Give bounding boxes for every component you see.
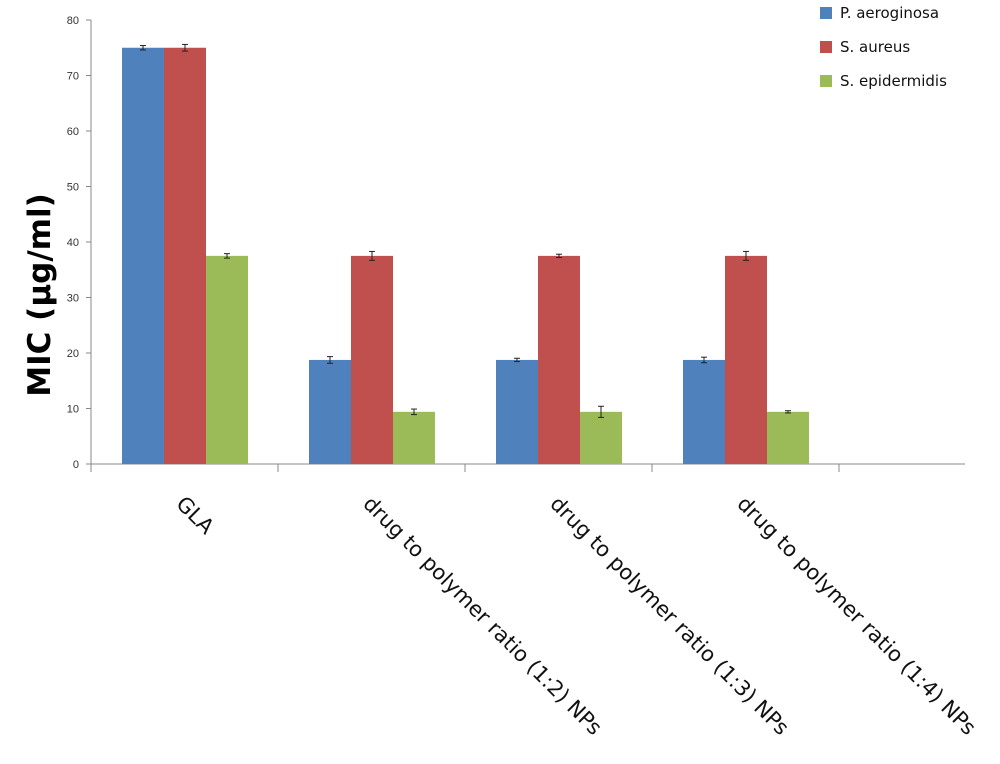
- legend-item: S. epidermidis: [820, 72, 947, 90]
- legend-label: P. aeroginosa: [840, 4, 939, 22]
- legend-label: S. epidermidis: [840, 72, 947, 90]
- y-tick-label: 40: [67, 237, 79, 249]
- bar: [496, 359, 538, 464]
- bar: [580, 411, 622, 464]
- bar: [393, 411, 435, 464]
- legend: P. aeroginosa S. aureus S. epidermidis: [820, 4, 947, 90]
- bar: [538, 255, 580, 464]
- legend-swatch: [820, 7, 832, 19]
- y-tick-label: 60: [67, 126, 79, 138]
- bar: [309, 359, 351, 464]
- legend-swatch: [820, 75, 832, 87]
- bar: [725, 255, 767, 464]
- y-tick-label: 80: [67, 15, 79, 27]
- legend-label: S. aureus: [840, 38, 910, 56]
- y-tick-label: 70: [67, 71, 79, 83]
- bar: [683, 359, 725, 464]
- y-tick-label: 20: [67, 348, 79, 360]
- y-tick-label: 10: [67, 404, 79, 416]
- bar: [767, 411, 809, 464]
- legend-swatch: [820, 41, 832, 53]
- y-tick-label: 0: [73, 459, 79, 471]
- legend-item: P. aeroginosa: [820, 4, 939, 22]
- bar: [206, 255, 248, 464]
- y-axis-label: MIC (µg/ml): [22, 193, 58, 397]
- legend-item: S. aureus: [820, 38, 910, 56]
- y-tick-label: 50: [67, 182, 79, 194]
- bar: [351, 255, 393, 464]
- y-tick-label: 30: [67, 293, 79, 305]
- x-tick-label: GLA: [171, 492, 219, 540]
- bar: [122, 47, 164, 464]
- bar: [164, 47, 206, 464]
